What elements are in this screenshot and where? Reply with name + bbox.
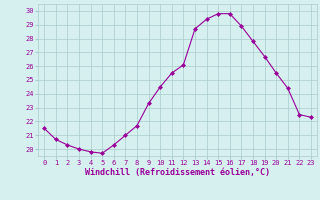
X-axis label: Windchill (Refroidissement éolien,°C): Windchill (Refroidissement éolien,°C) xyxy=(85,168,270,177)
